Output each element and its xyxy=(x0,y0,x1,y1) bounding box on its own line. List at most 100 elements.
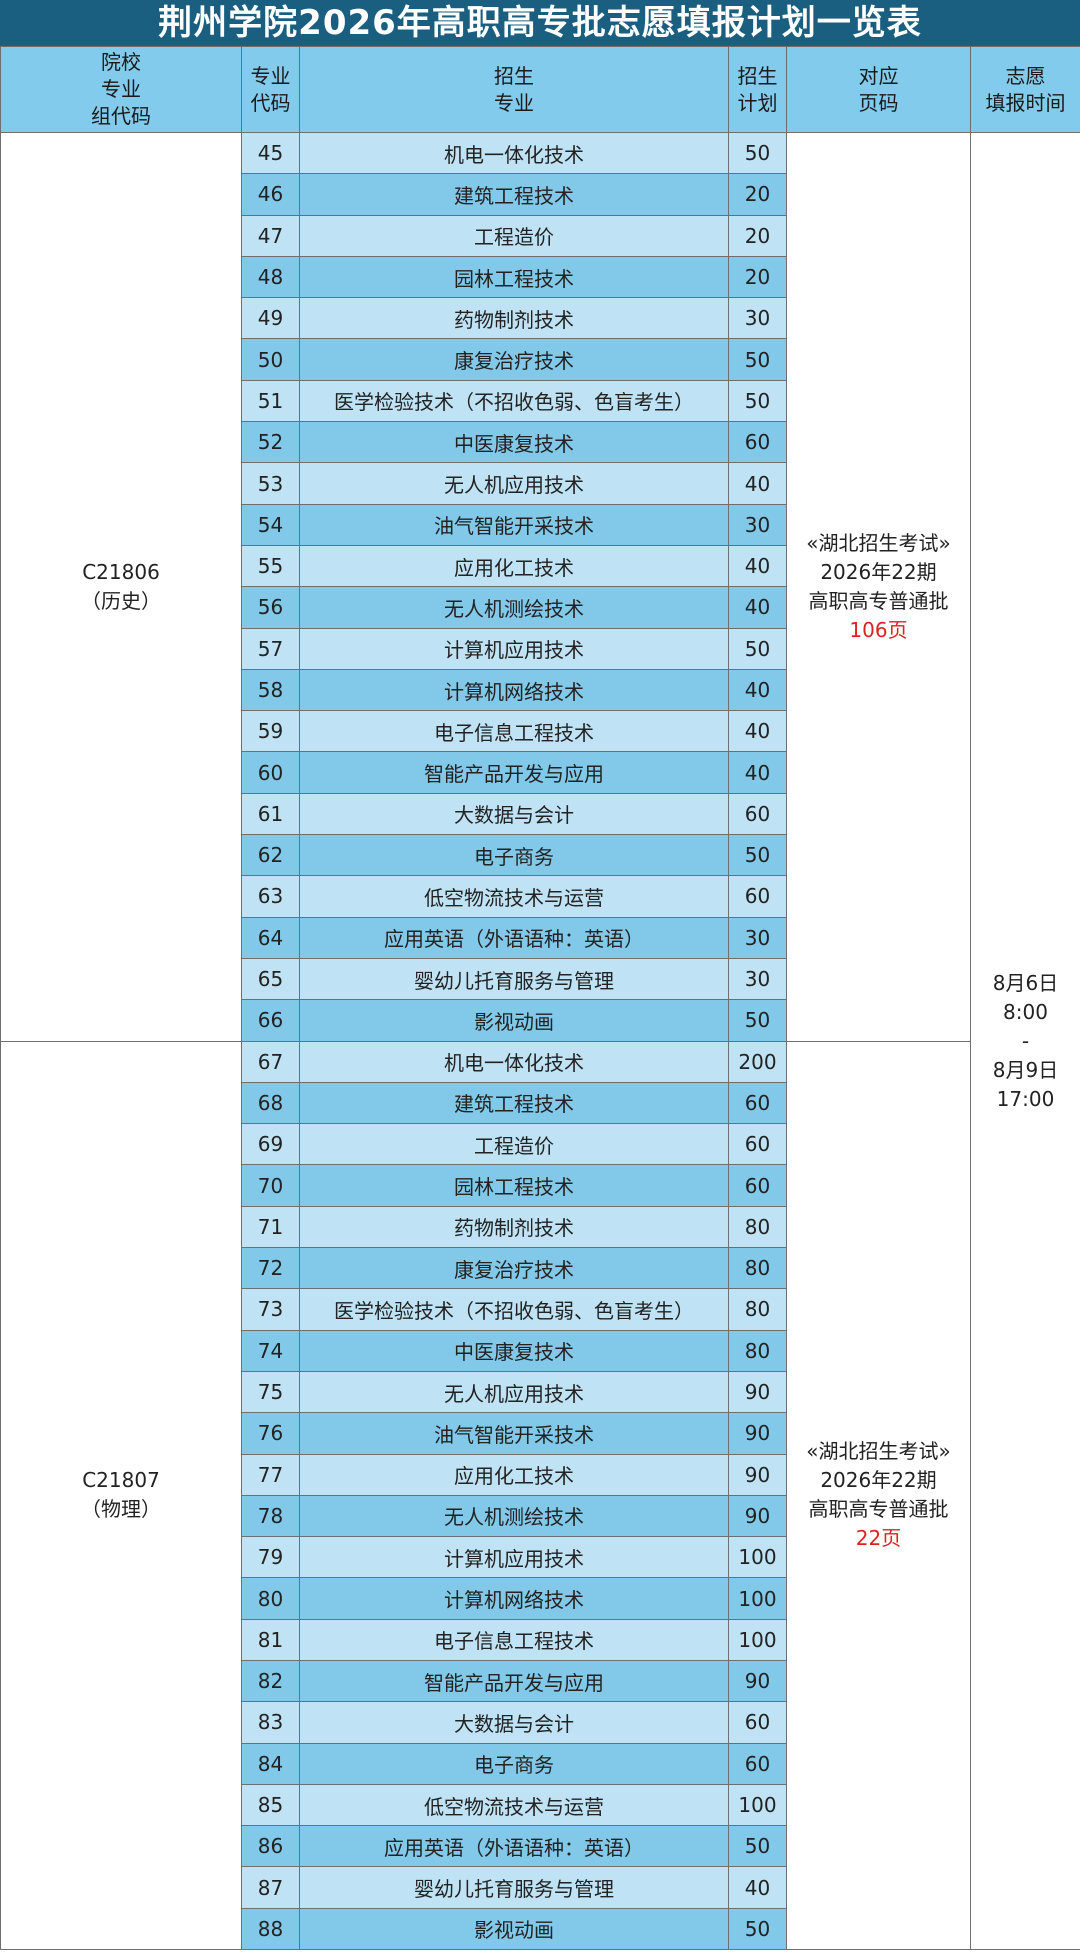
header-line: 院校 xyxy=(101,50,141,74)
major-name-cell: 应用化工技术 xyxy=(299,1453,729,1496)
group-subject: （历史） xyxy=(81,588,161,613)
table-row: 47 工程造价 20 xyxy=(1,214,1080,257)
major-code-cell: 62 xyxy=(241,834,300,877)
major-name-cell: 工程造价 xyxy=(299,214,729,257)
page-ref-line: 高职高专普通批 xyxy=(808,588,949,613)
header-line: 招生 xyxy=(494,63,534,88)
major-name-cell: 计算机网络技术 xyxy=(299,1577,729,1620)
major-code-cell: 70 xyxy=(241,1164,300,1207)
plan-cell: 40 xyxy=(728,586,787,629)
group-code: C21807 xyxy=(82,1468,160,1493)
table-row: 55 应用化工技术 40 xyxy=(1,544,1080,588)
plan-cell: 20 xyxy=(728,214,787,257)
header-line: 页码 xyxy=(858,90,899,115)
table-row: 66 影视动画 50 xyxy=(1,999,1080,1042)
major-name-cell: 低空物流技术与运营 xyxy=(299,1783,729,1827)
header-line: 组代码 xyxy=(91,104,151,128)
major-code-cell: 59 xyxy=(241,710,300,753)
plan-cell: 50 xyxy=(728,999,787,1042)
table-row: 59 电子信息工程技术 40 xyxy=(1,710,1080,753)
plan-cell: 90 xyxy=(728,1453,787,1496)
major-code-cell: 61 xyxy=(241,792,300,836)
table-row: 84 电子商务 60 xyxy=(1,1742,1080,1785)
table-row: 77 应用化工技术 90 xyxy=(1,1453,1080,1496)
major-name-cell: 油气智能开采技术 xyxy=(299,1412,729,1455)
major-code-cell: 76 xyxy=(241,1412,300,1455)
major-code-cell: 47 xyxy=(241,214,300,257)
header-major-name: 招生 专业 xyxy=(299,46,729,133)
table-row: 48 园林工程技术 20 xyxy=(1,255,1080,299)
major-name-cell: 婴幼儿托育服务与管理 xyxy=(299,1866,729,1909)
major-code-cell: 54 xyxy=(241,503,300,546)
table-row: 86 应用英语（外语语种：英语） 50 xyxy=(1,1825,1080,1868)
major-name-cell: 电子商务 xyxy=(299,834,729,877)
plan-cell: 40 xyxy=(728,1866,787,1909)
plan-cell: 100 xyxy=(728,1577,787,1620)
major-name-cell: 建筑工程技术 xyxy=(299,173,729,216)
plan-cell: 40 xyxy=(728,462,787,505)
fill-time-line: 8月9日 xyxy=(992,1057,1059,1082)
page-title: 荆州学院2026年高职高专批志愿填报计划一览表 xyxy=(0,0,1080,46)
table-row: 68 建筑工程技术 60 xyxy=(1,1081,1080,1125)
major-code-cell: 65 xyxy=(241,957,300,1001)
major-code-cell: 79 xyxy=(241,1536,300,1579)
plan-cell: 40 xyxy=(728,710,787,753)
plan-cell: 60 xyxy=(728,1701,787,1744)
major-code-cell: 83 xyxy=(241,1701,300,1744)
header-line: 志愿 xyxy=(1005,63,1046,88)
plan-cell: 60 xyxy=(728,1081,787,1125)
plan-cell: 60 xyxy=(728,792,787,836)
plan-cell: 30 xyxy=(728,957,787,1001)
table-row: 52 中医康复技术 60 xyxy=(1,421,1080,464)
major-name-cell: 电子商务 xyxy=(299,1742,729,1785)
plan-cell: 20 xyxy=(728,173,787,216)
major-name-cell: 影视动画 xyxy=(299,999,729,1042)
major-code-cell: 88 xyxy=(241,1907,300,1951)
table-row: 65 婴幼儿托育服务与管理 30 xyxy=(1,957,1080,1001)
major-code-cell: 63 xyxy=(241,875,300,918)
fill-time-line: 8:00 xyxy=(1003,999,1048,1024)
major-code-cell: 51 xyxy=(241,379,300,423)
major-code-cell: 71 xyxy=(241,1205,300,1249)
major-name-cell: 计算机应用技术 xyxy=(299,627,729,670)
plan-cell: 20 xyxy=(728,255,787,299)
major-name-cell: 医学检验技术（不招收色弱、色盲考生） xyxy=(299,379,729,423)
plan-cell: 40 xyxy=(728,668,787,712)
table-row: 74 中医康复技术 80 xyxy=(1,1329,1080,1372)
major-code-cell: 86 xyxy=(241,1825,300,1868)
major-name-cell: 电子信息工程技术 xyxy=(299,1618,729,1661)
table-row: C21807 （物理） 67 机电一体化技术 200 «湖北招生考试» 2026年22期 高职… xyxy=(0,1040,1080,1951)
table-row: 58 计算机网络技术 40 xyxy=(1,668,1080,712)
major-name-cell: 机电一体化技术 xyxy=(299,131,729,175)
table-row: 75 无人机应用技术 90 xyxy=(1,1370,1080,1414)
major-code-cell: 60 xyxy=(241,751,300,794)
plan-cell: 60 xyxy=(728,875,787,918)
major-code-cell: 64 xyxy=(241,916,300,959)
group-code-cell: C21807 （物理） xyxy=(0,1040,242,1951)
page-ref-cell: «湖北招生考试» 2026年22期 高职高专普通批 22页 xyxy=(786,1040,971,1951)
fill-time-line: 17:00 xyxy=(996,1086,1055,1111)
major-code-cell: 78 xyxy=(241,1494,300,1538)
plan-cell: 80 xyxy=(728,1247,787,1290)
table-row: 85 低空物流技术与运营 100 xyxy=(1,1783,1080,1827)
header-line: 对应 xyxy=(858,63,899,88)
major-code-cell: 87 xyxy=(241,1866,300,1909)
plan-cell: 90 xyxy=(728,1494,787,1538)
major-code-cell: 56 xyxy=(241,586,300,629)
table-row: 83 大数据与会计 60 xyxy=(1,1701,1080,1744)
major-code-cell: 48 xyxy=(241,255,300,299)
table-row: 87 婴幼儿托育服务与管理 40 xyxy=(1,1866,1080,1909)
major-name-cell: 计算机应用技术 xyxy=(299,1536,729,1579)
major-name-cell: 医学检验技术（不招收色弱、色盲考生） xyxy=(299,1288,729,1331)
header-line: 招生 xyxy=(737,63,778,88)
table-row: 76 油气智能开采技术 90 xyxy=(1,1412,1080,1455)
major-code-cell: 82 xyxy=(241,1659,300,1703)
major-code-cell: 69 xyxy=(241,1123,300,1166)
header-line: 专业 xyxy=(101,77,141,101)
table-row: 62 电子商务 50 xyxy=(1,834,1080,877)
plan-cell: 40 xyxy=(728,544,787,588)
plan-cell: 60 xyxy=(728,421,787,464)
table-row: 73 医学检验技术（不招收色弱、色盲考生） 80 xyxy=(1,1288,1080,1331)
admission-plan-table: 院校 专业 组代码 专业 代码 招生 专业 招生 计划 对应 页码 志愿 xyxy=(0,46,1080,1951)
major-name-cell: 药物制剂技术 xyxy=(299,297,729,340)
